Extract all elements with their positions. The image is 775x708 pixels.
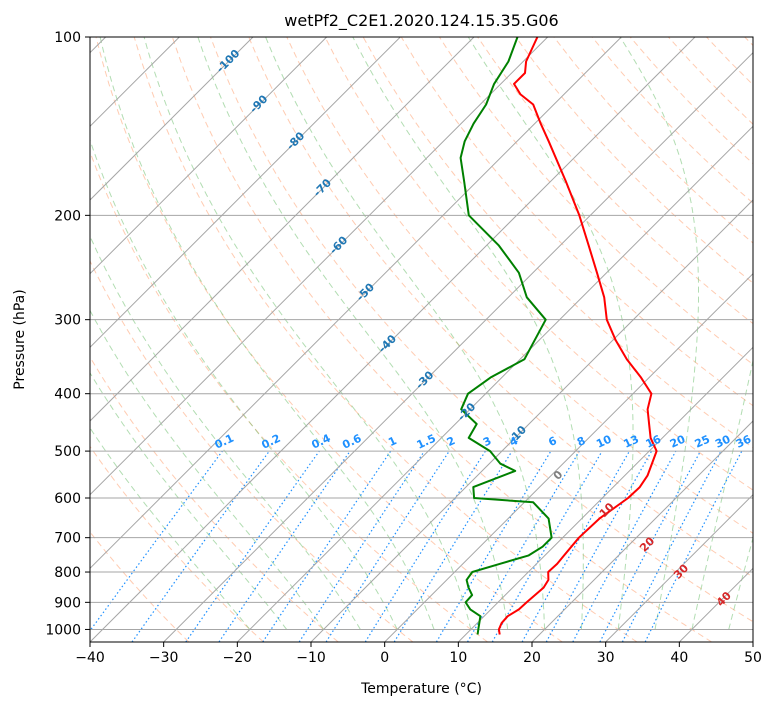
mixing-ratio-label: 36: [734, 432, 754, 450]
isotherm-line: [384, 272, 753, 642]
mixing-ratio-line: [131, 450, 270, 642]
dry-adiabat: [324, 37, 753, 491]
isotherm-line: [236, 125, 753, 642]
dry-adiabat: [90, 445, 264, 642]
y-tick-label: 100: [54, 30, 81, 46]
x-tick-label: 0: [380, 650, 389, 666]
x-tick-label: 20: [523, 650, 541, 666]
isotherm-line: [90, 37, 475, 422]
mixing-ratio-line: [393, 450, 513, 642]
y-tick-label: 1000: [45, 622, 81, 638]
isotherm-line: [163, 51, 753, 642]
y-tick-label: 900: [54, 595, 81, 611]
x-tick-label: −20: [223, 650, 253, 666]
x-tick-label: −30: [149, 650, 179, 666]
moist-adiabat: [728, 536, 753, 630]
mixing-ratio-label: 16: [644, 432, 664, 450]
moist-adiabat: [691, 358, 753, 630]
mixing-ratio-label: 10: [594, 432, 614, 450]
temperature-profile: [497, 37, 658, 635]
moist-adiabat: [90, 427, 251, 630]
isotherm-line: [310, 199, 753, 642]
dry-adiabat: [210, 37, 753, 623]
moist-adiabat: [143, 37, 472, 630]
plot-frame: [89, 36, 754, 643]
dewpoint-profile: [459, 37, 553, 635]
moist-adiabat: [619, 37, 699, 630]
mixing-ratio-line: [325, 450, 450, 642]
x-tick-label: 40: [670, 650, 688, 666]
y-tick-label: 800: [54, 565, 81, 581]
y-tick-label: 500: [54, 444, 81, 460]
dry-adiabat: [90, 259, 414, 642]
background-lines: [90, 37, 753, 642]
chart-title: wetPf2_C2E1.2020.124.15.35.G06: [284, 11, 558, 31]
isotherm-line: [90, 37, 401, 349]
dry-adiabat: [286, 37, 753, 534]
isotherm-line: [531, 420, 753, 642]
x-tick-label: 10: [449, 650, 467, 666]
x-tick-label: 50: [744, 650, 762, 666]
mixing-ratio-label: 25: [693, 433, 712, 451]
mixing-ratio-line: [545, 450, 653, 642]
mixing-ratio-line: [521, 450, 631, 642]
dry-adiabat: [171, 37, 712, 642]
dry-adiabat: [90, 356, 339, 642]
isotherm-line: [90, 37, 328, 275]
moist-adiabat: [90, 371, 288, 630]
grid-lines: [90, 37, 753, 642]
y-tick-label: 700: [54, 531, 81, 547]
isotherm-line: [90, 37, 254, 201]
mixing-ratio-line: [262, 450, 392, 642]
moist-adiabat: [99, 37, 435, 630]
y-tick-label: 600: [54, 491, 81, 507]
mixing-ratio-line: [298, 450, 425, 642]
dry-adiabat: [515, 37, 753, 284]
y-tick-label: 300: [54, 313, 81, 329]
mixing-ratio-label: 30: [713, 432, 733, 450]
moist-adiabat: [90, 138, 398, 630]
mixing-ratio-label: 20: [668, 432, 688, 450]
moist-adiabat: [467, 37, 634, 630]
isotherm-line: [90, 37, 696, 642]
mixing-ratio-line: [90, 450, 223, 632]
axis-ticks: −40 −30 −20 −10 0 10 20 30 40 50 100 200 300 400 500 60…: [45, 30, 762, 666]
mixing-ratio-line: [644, 450, 743, 642]
mixing-ratio-line: [185, 450, 320, 642]
y-tick-label: 400: [54, 387, 81, 403]
mixing-ratio-label: 13: [622, 433, 641, 451]
isotherm-line: [457, 346, 753, 642]
dry-adiabat: [95, 37, 563, 642]
mixing-ratio-line: [572, 450, 677, 642]
mixing-ratio-line: [218, 450, 351, 642]
moist-adiabat: [197, 37, 509, 630]
dry-adiabat: [248, 37, 753, 578]
x-tick-label: −40: [75, 650, 105, 666]
moist-adiabat: [352, 37, 584, 630]
y-tick-label: 200: [54, 208, 81, 224]
moist-adiabat: [90, 309, 325, 630]
isotherm-line: [90, 37, 549, 496]
x-axis-label: Temperature (°C): [360, 681, 482, 697]
isotherm-line: [605, 493, 753, 642]
sounding-profiles: [459, 37, 658, 635]
x-tick-label: 30: [597, 650, 615, 666]
dry-adiabat: [133, 37, 638, 642]
x-tick-label: −10: [296, 650, 326, 666]
isotherm-line: [90, 37, 622, 570]
y-axis-label: Pressure (hPa): [12, 289, 28, 389]
moist-adiabat: [90, 235, 361, 630]
